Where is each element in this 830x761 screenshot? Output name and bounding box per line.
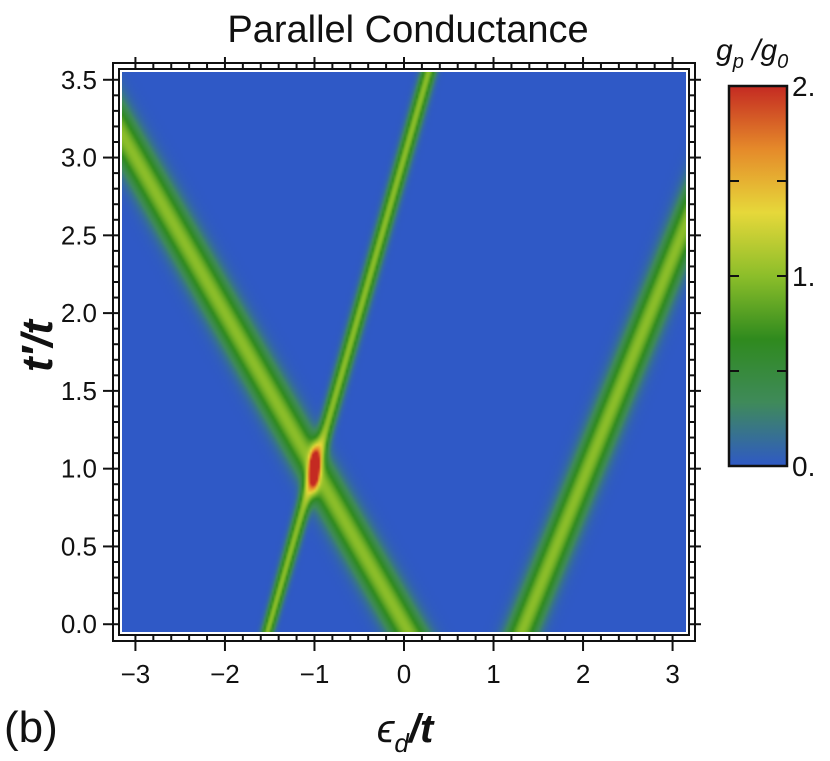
x-axis-label-symbol: ϵ — [377, 707, 396, 751]
colorbar-label-sub-p: p — [732, 51, 744, 73]
y-tick-label: 3.0 — [61, 143, 97, 173]
colorbar: gp /g0 0.1.2. — [716, 34, 815, 482]
y-tick-label: 3.5 — [61, 65, 97, 95]
y-tick-label: 1.5 — [61, 376, 97, 406]
colorbar-label: gp /g0 — [716, 34, 788, 73]
x-axis-label-subscript: d — [394, 728, 410, 756]
colorbar-label-g: g — [716, 34, 733, 67]
colorbar-label-sub-0: 0 — [777, 51, 788, 73]
x-tick-label: 0 — [397, 659, 411, 689]
y-tick-label: 1.0 — [61, 454, 97, 484]
panel-label: (b) — [4, 703, 58, 752]
colorbar-tick-label: 1. — [792, 261, 815, 292]
x-tick-label: −2 — [210, 659, 240, 689]
x-tick-label: 1 — [486, 659, 500, 689]
y-tick-label: 0.0 — [61, 609, 97, 639]
x-axis-label-rest: /t — [407, 707, 435, 751]
heatmap-image — [122, 72, 686, 632]
plot-area: −3 −2 −1 0 1 2 3 0.0 0.5 1.0 1.5 2.0 2.5 3.0 3.5 — [61, 57, 701, 689]
x-axis-ticks: −3 −2 −1 0 1 2 3 — [121, 57, 680, 689]
y-axis-label: t′/t — [13, 318, 62, 372]
y-axis-ticks: 0.0 0.5 1.0 1.5 2.0 2.5 3.0 3.5 — [61, 65, 701, 639]
colorbar-label-g0: g — [760, 34, 777, 67]
colorbar-tick-label: 2. — [792, 71, 815, 102]
y-tick-label: 0.5 — [61, 531, 97, 561]
chart-title: Parallel Conductance — [227, 9, 588, 51]
x-tick-label: 3 — [665, 659, 679, 689]
x-axis-label: ϵd/t — [377, 707, 435, 756]
colorbar-ticks: 0. 1. 2. — [729, 71, 815, 482]
y-tick-label: 2.5 — [61, 220, 97, 250]
colorbar-label-slash: / — [744, 34, 763, 67]
y-tick-label: 2.0 — [61, 298, 97, 328]
x-tick-label: 2 — [576, 659, 590, 689]
frame-minor-ticks — [113, 63, 695, 641]
x-tick-label: −3 — [121, 659, 151, 689]
x-tick-label: −1 — [300, 659, 330, 689]
colorbar-tick-label: 0. — [792, 451, 815, 482]
